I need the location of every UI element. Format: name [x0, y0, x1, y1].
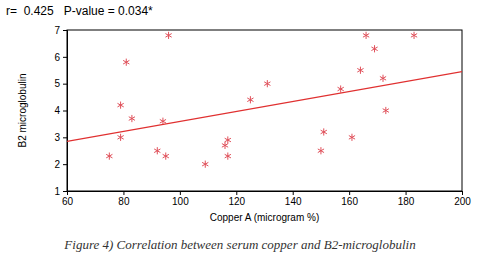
plot-area [67, 32, 462, 168]
tick-label: 3 [54, 132, 60, 143]
tick-label: 1 [54, 186, 60, 197]
tick: 200 [454, 191, 471, 207]
y-axis-title: B2 microglobulin [17, 74, 28, 148]
tick-mark [406, 191, 407, 195]
point [129, 115, 135, 122]
tick-mark [180, 191, 181, 195]
tick-label: 80 [118, 196, 130, 207]
tick: 140 [285, 191, 302, 207]
tick-mark [123, 191, 124, 195]
tick: 180 [398, 191, 415, 207]
point [371, 45, 377, 52]
point [163, 153, 169, 160]
x-axis: 60 80 100 120 140 160 180 200 [62, 191, 471, 207]
tick-label: 180 [398, 196, 415, 207]
tick: 160 [341, 191, 358, 207]
tick-mark [63, 84, 67, 85]
point [247, 96, 253, 103]
tick-label: 200 [454, 196, 471, 207]
point [123, 59, 129, 66]
tick: 3 [54, 132, 67, 143]
tick: 4 [54, 105, 67, 116]
point [106, 153, 112, 160]
annotation: r= 0.425 P-value = 0.034* [6, 4, 153, 18]
plot-frame [67, 30, 462, 191]
tick: 80 [118, 191, 130, 207]
point [154, 147, 160, 154]
tick-mark [63, 164, 67, 165]
point [318, 147, 324, 154]
tick-label: 60 [62, 196, 74, 207]
tick: 1 [54, 186, 67, 197]
x-axis-title: Copper A (microgram %) [210, 212, 319, 223]
chart: 60 80 100 120 140 160 180 200 1 2 3 4 5 6 7 r= 0.425 P-… [0, 0, 480, 273]
tick-mark [63, 191, 67, 192]
tick: 120 [228, 191, 245, 207]
point [357, 67, 363, 74]
tick-mark [236, 191, 237, 195]
axis-line [63, 31, 68, 192]
tick: 100 [172, 191, 189, 207]
point [165, 32, 171, 39]
point [264, 80, 270, 87]
tick-label: 7 [54, 25, 60, 36]
tick-label: 140 [285, 196, 302, 207]
point [117, 134, 123, 141]
tick-label: 100 [172, 196, 189, 207]
point [349, 134, 355, 141]
tick-label: 160 [341, 196, 358, 207]
tick-mark [293, 191, 294, 195]
tick-label: 120 [228, 196, 245, 207]
fit-line [67, 72, 462, 142]
tick-mark [349, 191, 350, 195]
point [225, 136, 231, 143]
tick: 7 [54, 25, 67, 36]
tick: 5 [54, 78, 67, 89]
tick: 2 [54, 159, 67, 170]
point [338, 85, 344, 92]
point [321, 128, 327, 135]
tick-mark [63, 57, 67, 58]
point [380, 75, 386, 82]
point [117, 102, 123, 109]
tick-label: 5 [54, 78, 60, 89]
tick: 6 [54, 52, 67, 63]
tick: 60 [62, 191, 74, 207]
point [222, 142, 228, 149]
point [411, 32, 417, 39]
tick-mark [462, 191, 463, 195]
y-axis: 1 2 3 4 5 6 7 [54, 25, 67, 197]
axis-line [68, 192, 463, 196]
point [202, 161, 208, 168]
point [363, 32, 369, 39]
point [225, 153, 231, 160]
tick-mark [63, 111, 67, 112]
tick-label: 4 [54, 105, 60, 116]
caption: Figure 4) Correlation between serum copp… [63, 237, 415, 252]
tick-label: 6 [54, 52, 60, 63]
tick-label: 2 [54, 159, 60, 170]
tick-mark [63, 137, 67, 138]
point [383, 107, 389, 114]
tick-mark [63, 30, 67, 31]
